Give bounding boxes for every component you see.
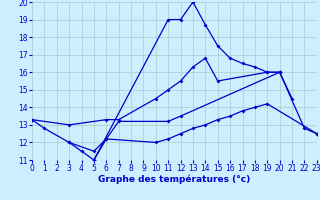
X-axis label: Graphe des températures (°c): Graphe des températures (°c) (98, 175, 251, 184)
